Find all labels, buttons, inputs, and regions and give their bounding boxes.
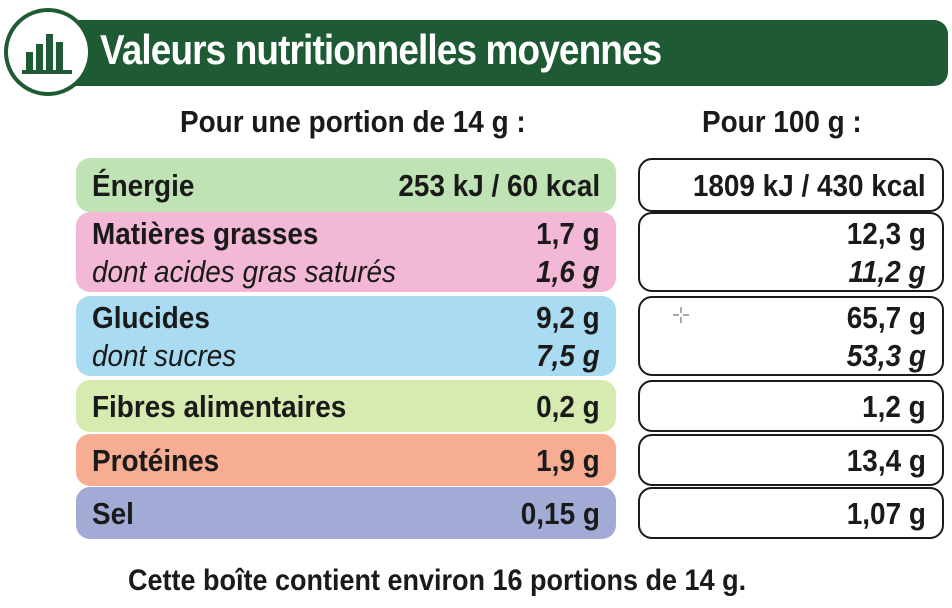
proteines-portion: 1,9 g (536, 443, 600, 478)
proteines-per100: 13,4 g (846, 443, 926, 478)
satures-label: dont acides gras saturés (92, 254, 396, 289)
sucres-per100: 53,3 g (846, 338, 926, 373)
fibres-portion: 0,2 g (536, 389, 600, 424)
satures-per100: 11,2 g (848, 254, 926, 289)
row-fibres: Fibres alimentaires 0,2 g (76, 380, 616, 432)
title-badge (4, 8, 92, 96)
satures-portion: 1,6 g (536, 254, 600, 289)
crosshair-cursor-icon (673, 307, 689, 323)
matieres-per100: 12,3 g (846, 216, 926, 251)
row-matieres-grasses: Matières grasses 1,7 g dont acides gras … (76, 212, 616, 292)
page-title: Valeurs nutritionnelles moyennes (100, 26, 662, 73)
box-sel: 1,07 g (638, 487, 944, 539)
footer-note: Cette boîte contient environ 16 portions… (128, 564, 747, 597)
box-glucides: 65,7 g 53,3 g (638, 296, 944, 376)
matieres-label: Matières grasses (92, 216, 319, 251)
proteines-label: Protéines (92, 443, 220, 478)
box-matieres-grasses: 12,3 g 11,2 g (638, 212, 944, 292)
sucres-portion: 7,5 g (536, 338, 600, 373)
row-sel: Sel 0,15 g (76, 487, 616, 539)
matieres-portion: 1,7 g (536, 216, 600, 251)
title-bar (38, 20, 948, 86)
box-fibres: 1,2 g (638, 380, 944, 432)
glucides-label: Glucides (92, 300, 210, 335)
energie-per100: 1809 kJ / 430 kcal (693, 168, 926, 203)
bar-chart-icon (22, 34, 72, 74)
fibres-per100: 1,2 g (862, 389, 926, 424)
box-energie: 1809 kJ / 430 kcal (638, 158, 944, 212)
fibres-label: Fibres alimentaires (92, 389, 347, 424)
box-proteines: 13,4 g (638, 434, 944, 486)
sel-per100: 1,07 g (846, 496, 926, 531)
sucres-label: dont sucres (92, 338, 237, 373)
sel-portion: 0,15 g (520, 496, 600, 531)
row-energie: Énergie 253 kJ / 60 kcal (76, 158, 616, 212)
glucides-portion: 9,2 g (536, 300, 600, 335)
row-glucides: Glucides 9,2 g dont sucres 7,5 g (76, 296, 616, 376)
sel-label: Sel (92, 496, 134, 531)
header-portion: Pour une portion de 14 g : (180, 104, 526, 139)
energie-label: Énergie (92, 168, 195, 203)
glucides-per100: 65,7 g (846, 300, 926, 335)
energie-portion: 253 kJ / 60 kcal (398, 168, 600, 203)
row-proteines: Protéines 1,9 g (76, 434, 616, 486)
header-per100: Pour 100 g : (702, 104, 862, 139)
